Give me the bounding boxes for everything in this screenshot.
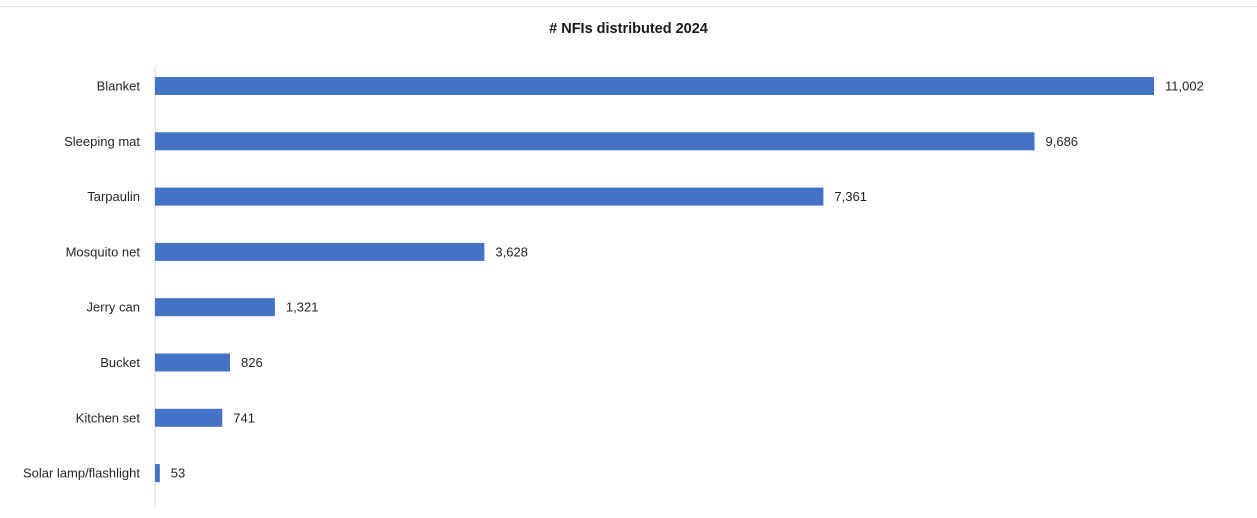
bar-jerry-can — [155, 298, 275, 317]
value-label-mosquito-net: 3,628 — [495, 244, 528, 259]
chart-title: # NFIs distributed 2024 — [549, 21, 708, 37]
bar-mosquito-net — [155, 242, 485, 261]
value-labels-group: 11,002 9,686 7,361 3,628 1,321 826 741 53 — [171, 79, 1204, 481]
category-label-blanket: Blanket — [97, 79, 141, 94]
chart-top-border — [0, 6, 1257, 7]
bars-group — [155, 77, 1154, 483]
category-label-bucket: Bucket — [100, 355, 140, 370]
value-label-sleeping-mat: 9,686 — [1046, 134, 1079, 149]
bar-bucket — [155, 353, 230, 372]
bar-kitchen-set — [155, 408, 223, 427]
category-labels-group: Blanket Sleeping mat Tarpaulin Mosquito net… — [23, 79, 140, 481]
category-label-sleeping-mat: Sleeping mat — [64, 134, 140, 149]
bar-solar-lamp-flashlight — [155, 464, 160, 483]
value-label-jerry-can: 1,321 — [286, 300, 319, 315]
category-label-mosquito-net: Mosquito net — [66, 244, 141, 259]
value-label-bucket: 826 — [241, 355, 263, 370]
value-label-solar-lamp-flashlight: 53 — [171, 466, 185, 481]
value-label-tarpaulin: 7,361 — [834, 189, 867, 204]
category-label-tarpaulin: Tarpaulin — [87, 189, 140, 204]
category-label-kitchen-set: Kitchen set — [76, 410, 141, 425]
value-label-kitchen-set: 741 — [233, 410, 255, 425]
value-label-blanket: 11,002 — [1165, 79, 1204, 94]
bar-blanket — [155, 77, 1154, 95]
bar-tarpaulin — [155, 187, 824, 206]
bar-sleeping-mat — [155, 132, 1035, 151]
category-label-solar-lamp-flashlight: Solar lamp/flashlight — [23, 466, 140, 481]
category-label-jerry-can: Jerry can — [87, 300, 140, 315]
